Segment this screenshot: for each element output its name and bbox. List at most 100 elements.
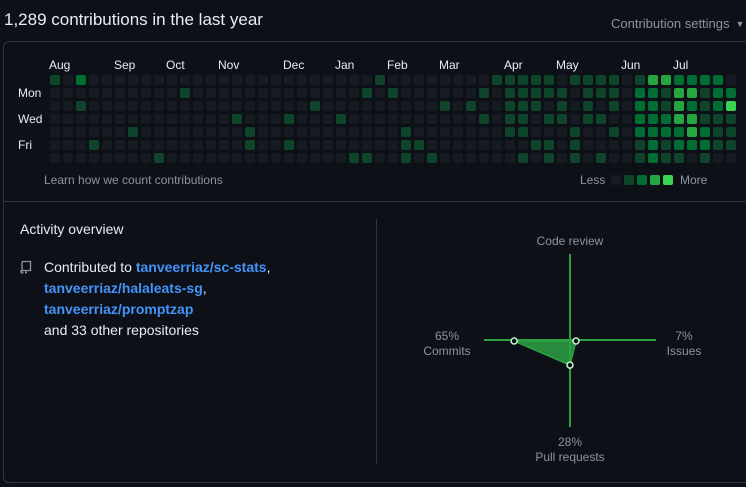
contribution-day-cell[interactable]	[713, 140, 723, 150]
contribution-day-cell[interactable]	[635, 127, 645, 137]
contribution-day-cell[interactable]	[557, 114, 567, 124]
contribution-day-cell[interactable]	[375, 153, 385, 163]
contribution-day-cell[interactable]	[89, 127, 99, 137]
contribution-day-cell[interactable]	[505, 114, 515, 124]
contribution-day-cell[interactable]	[50, 127, 60, 137]
contribution-day-cell[interactable]	[102, 88, 112, 98]
contribution-day-cell[interactable]	[570, 88, 580, 98]
learn-contributions-link[interactable]: Learn how we count contributions	[44, 173, 223, 187]
contribution-day-cell[interactable]	[401, 88, 411, 98]
contribution-day-cell[interactable]	[284, 114, 294, 124]
contribution-day-cell[interactable]	[414, 75, 424, 85]
contribution-day-cell[interactable]	[323, 88, 333, 98]
contribution-day-cell[interactable]	[622, 101, 632, 111]
contribution-day-cell[interactable]	[63, 101, 73, 111]
contribution-day-cell[interactable]	[583, 75, 593, 85]
contribution-day-cell[interactable]	[427, 127, 437, 137]
contribution-day-cell[interactable]	[349, 140, 359, 150]
contribution-day-cell[interactable]	[427, 75, 437, 85]
contribution-day-cell[interactable]	[245, 127, 255, 137]
contribution-day-cell[interactable]	[635, 101, 645, 111]
contribution-day-cell[interactable]	[726, 114, 736, 124]
contribution-day-cell[interactable]	[440, 140, 450, 150]
contribution-day-cell[interactable]	[557, 140, 567, 150]
contribution-day-cell[interactable]	[154, 88, 164, 98]
contribution-day-cell[interactable]	[596, 101, 606, 111]
contribution-day-cell[interactable]	[700, 88, 710, 98]
contribution-day-cell[interactable]	[297, 101, 307, 111]
contribution-day-cell[interactable]	[180, 114, 190, 124]
contribution-day-cell[interactable]	[297, 75, 307, 85]
contribution-day-cell[interactable]	[622, 140, 632, 150]
contribution-day-cell[interactable]	[518, 101, 528, 111]
contribution-day-cell[interactable]	[609, 75, 619, 85]
contribution-day-cell[interactable]	[76, 114, 86, 124]
contribution-day-cell[interactable]	[479, 153, 489, 163]
contribution-day-cell[interactable]	[700, 153, 710, 163]
contribution-day-cell[interactable]	[570, 127, 580, 137]
contribution-day-cell[interactable]	[531, 114, 541, 124]
contribution-day-cell[interactable]	[297, 140, 307, 150]
contribution-day-cell[interactable]	[284, 153, 294, 163]
contribution-day-cell[interactable]	[180, 127, 190, 137]
contribution-day-cell[interactable]	[453, 153, 463, 163]
contribution-day-cell[interactable]	[206, 101, 216, 111]
contribution-day-cell[interactable]	[661, 140, 671, 150]
contribution-day-cell[interactable]	[232, 75, 242, 85]
contribution-day-cell[interactable]	[336, 127, 346, 137]
contribution-day-cell[interactable]	[375, 101, 385, 111]
repo-link-promptzap[interactable]: tanveerriaz/promptzap	[44, 301, 194, 317]
contribution-day-cell[interactable]	[284, 101, 294, 111]
contribution-day-cell[interactable]	[583, 88, 593, 98]
contribution-day-cell[interactable]	[505, 101, 515, 111]
contribution-day-cell[interactable]	[713, 88, 723, 98]
contribution-day-cell[interactable]	[375, 114, 385, 124]
contribution-day-cell[interactable]	[557, 101, 567, 111]
contribution-day-cell[interactable]	[544, 75, 554, 85]
contribution-day-cell[interactable]	[609, 114, 619, 124]
contribution-day-cell[interactable]	[141, 101, 151, 111]
contribution-day-cell[interactable]	[271, 127, 281, 137]
contribution-day-cell[interactable]	[102, 75, 112, 85]
contribution-day-cell[interactable]	[102, 101, 112, 111]
contribution-day-cell[interactable]	[622, 114, 632, 124]
contribution-day-cell[interactable]	[726, 101, 736, 111]
contribution-day-cell[interactable]	[141, 127, 151, 137]
contribution-day-cell[interactable]	[661, 127, 671, 137]
contribution-day-cell[interactable]	[375, 88, 385, 98]
contribution-day-cell[interactable]	[544, 88, 554, 98]
contribution-day-cell[interactable]	[427, 101, 437, 111]
contribution-day-cell[interactable]	[700, 101, 710, 111]
contribution-day-cell[interactable]	[531, 88, 541, 98]
contribution-day-cell[interactable]	[76, 140, 86, 150]
contribution-day-cell[interactable]	[336, 101, 346, 111]
contribution-day-cell[interactable]	[89, 101, 99, 111]
contribution-day-cell[interactable]	[596, 153, 606, 163]
contribution-day-cell[interactable]	[622, 88, 632, 98]
contribution-day-cell[interactable]	[635, 88, 645, 98]
contribution-day-cell[interactable]	[89, 75, 99, 85]
contribution-day-cell[interactable]	[167, 127, 177, 137]
contribution-day-cell[interactable]	[349, 101, 359, 111]
contribution-day-cell[interactable]	[531, 75, 541, 85]
contribution-day-cell[interactable]	[544, 140, 554, 150]
contribution-day-cell[interactable]	[440, 114, 450, 124]
contribution-day-cell[interactable]	[713, 127, 723, 137]
contribution-day-cell[interactable]	[154, 153, 164, 163]
contribution-day-cell[interactable]	[518, 75, 528, 85]
contribution-day-cell[interactable]	[349, 88, 359, 98]
contribution-day-cell[interactable]	[635, 140, 645, 150]
contribution-day-cell[interactable]	[427, 114, 437, 124]
contribution-settings-dropdown[interactable]: Contribution settings ▼	[611, 16, 744, 31]
contribution-day-cell[interactable]	[505, 88, 515, 98]
contribution-day-cell[interactable]	[310, 75, 320, 85]
contribution-day-cell[interactable]	[219, 127, 229, 137]
contribution-day-cell[interactable]	[674, 140, 684, 150]
contribution-day-cell[interactable]	[193, 127, 203, 137]
contribution-day-cell[interactable]	[531, 127, 541, 137]
contribution-day-cell[interactable]	[115, 75, 125, 85]
contribution-day-cell[interactable]	[50, 75, 60, 85]
contribution-day-cell[interactable]	[661, 114, 671, 124]
contribution-day-cell[interactable]	[180, 101, 190, 111]
contribution-day-cell[interactable]	[492, 75, 502, 85]
